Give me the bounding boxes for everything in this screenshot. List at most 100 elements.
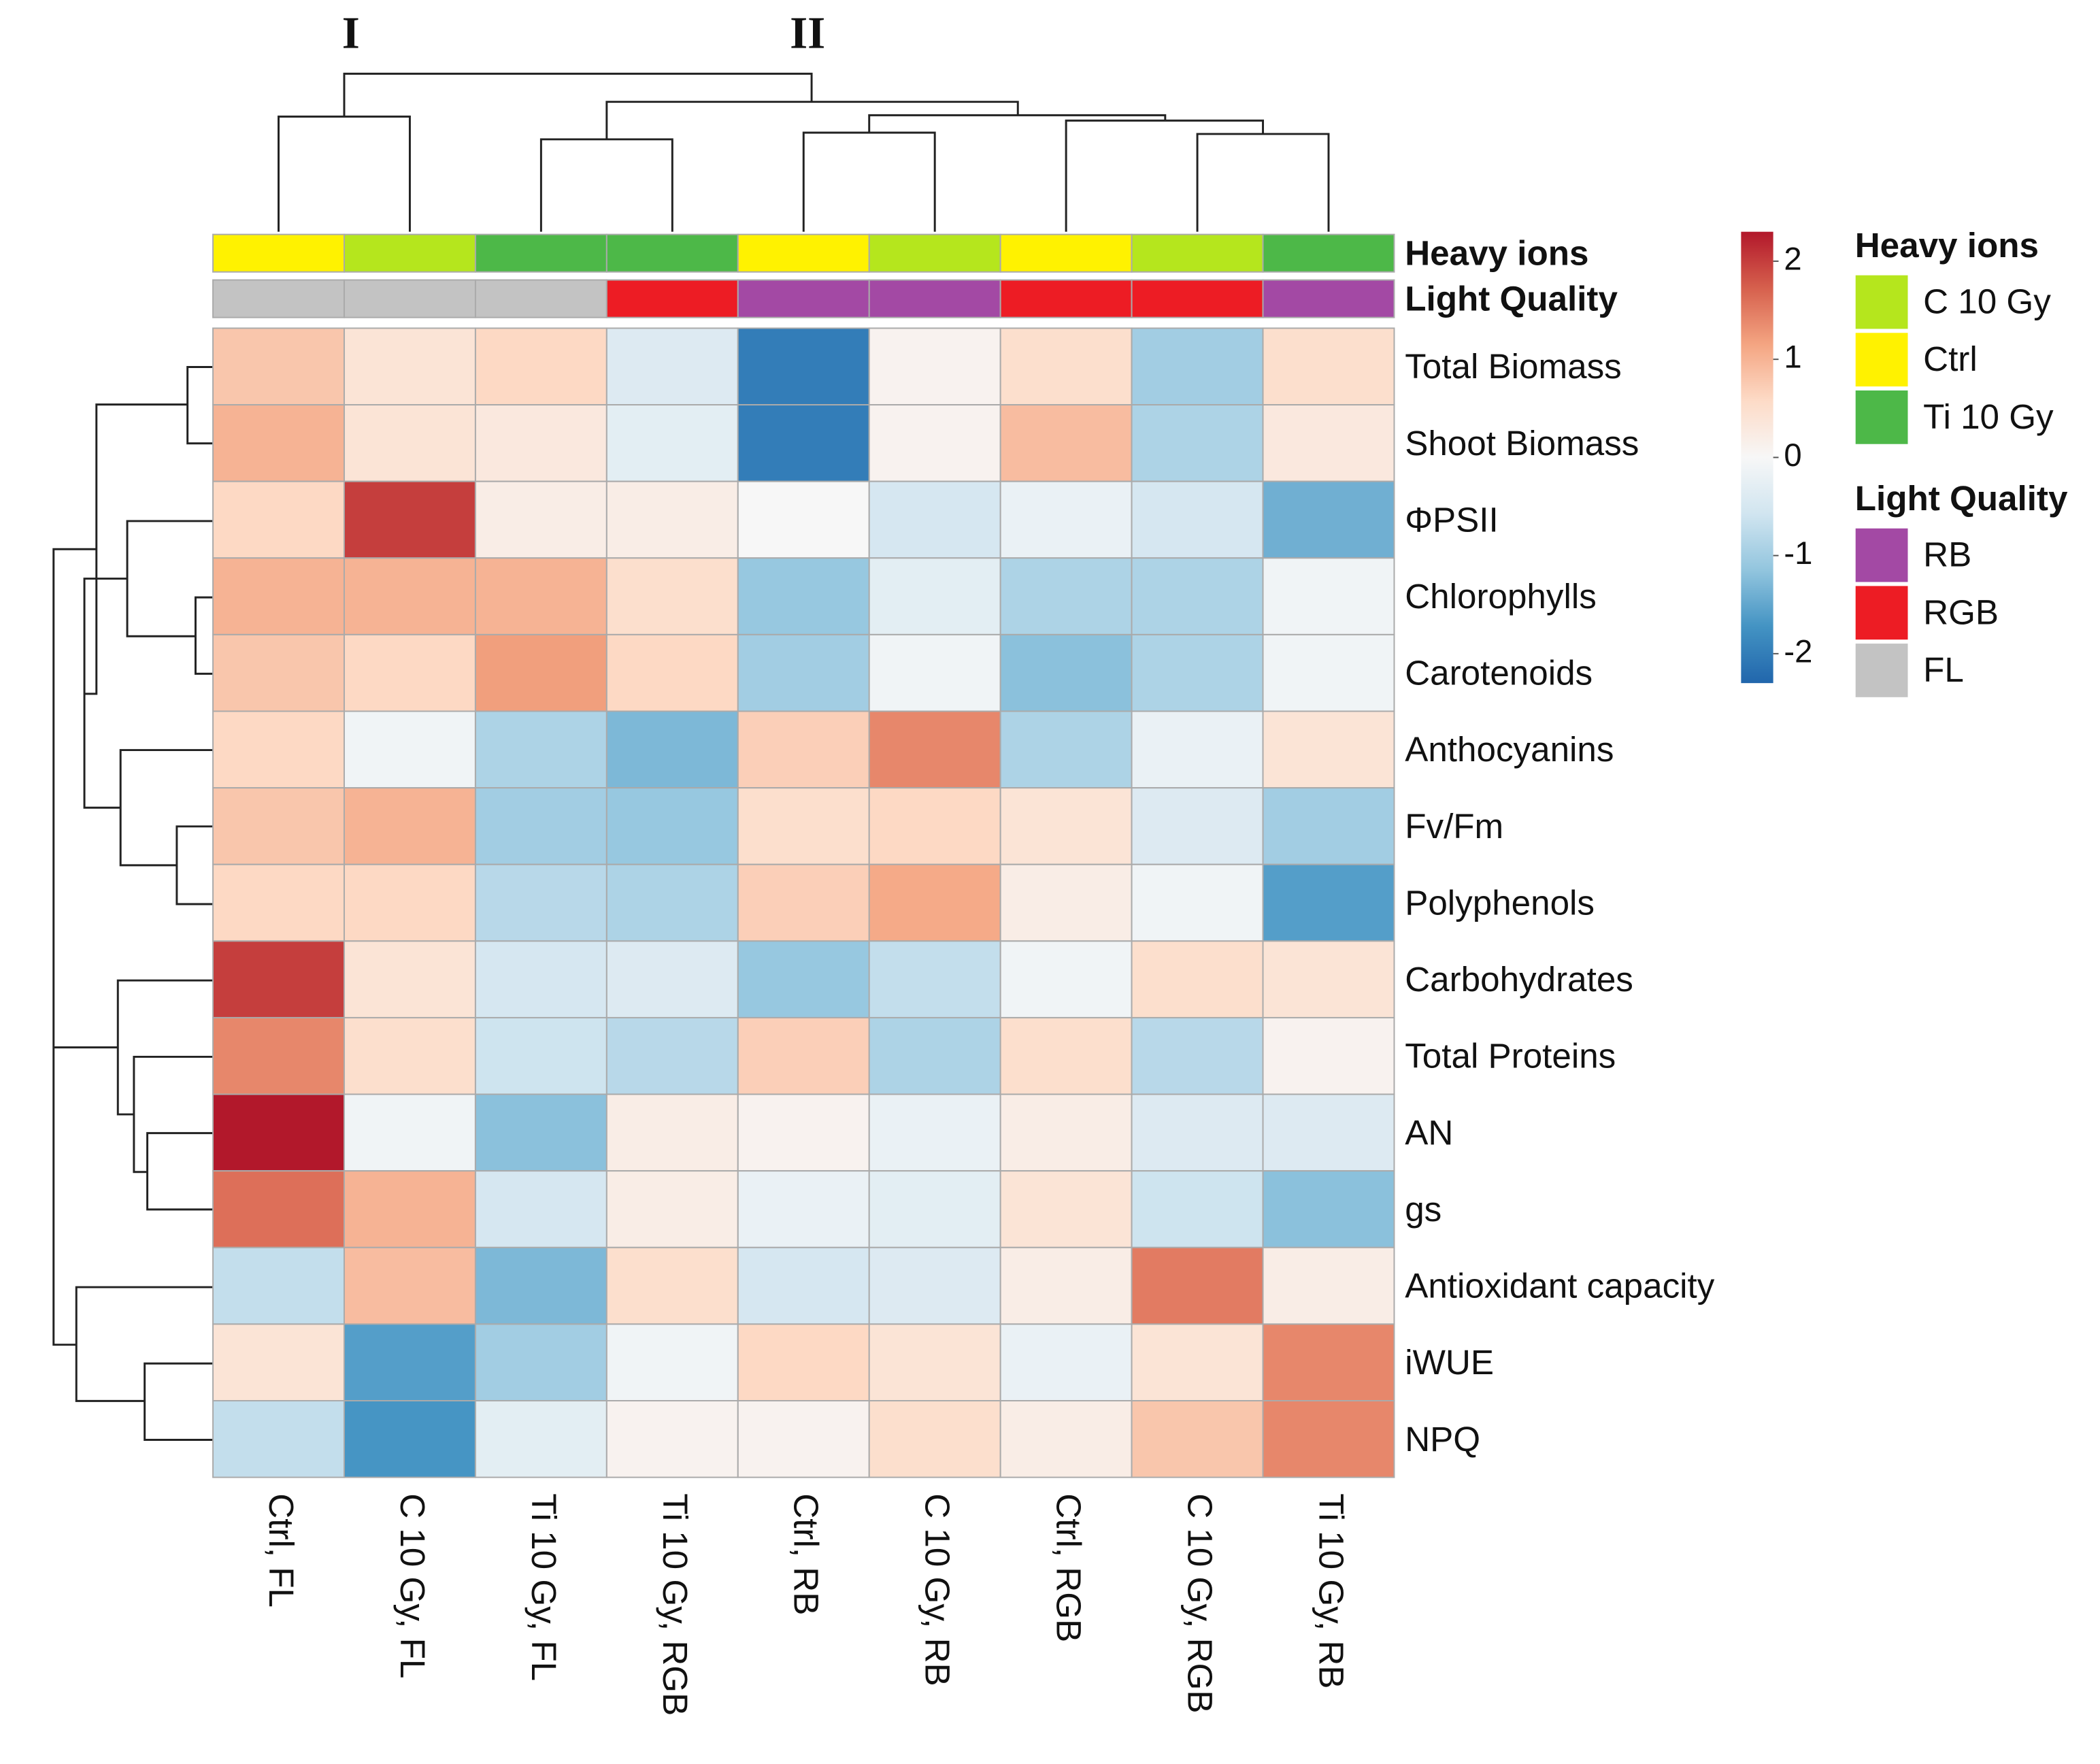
heatmap-cell xyxy=(212,787,345,865)
row-label: NPQ xyxy=(1405,1420,1480,1459)
color-bar-tick-label: -1 xyxy=(1784,535,1812,571)
heatmap-cell xyxy=(737,557,870,635)
heatmap-cell xyxy=(1262,327,1395,406)
color-bar xyxy=(1741,231,1773,684)
heatmap-cell xyxy=(343,327,476,406)
legend-label: RGB xyxy=(1923,593,1999,631)
column-label: C 10 Gy, FL xyxy=(393,1493,432,1678)
row-dendrogram xyxy=(52,366,214,1441)
heatmap-cell xyxy=(474,557,607,635)
heatmap-cell xyxy=(1131,863,1264,942)
annotation-cell xyxy=(999,279,1133,318)
heatmap-cell xyxy=(343,940,476,1018)
legend-label: Ctrl xyxy=(1923,339,1978,378)
heatmap-cell xyxy=(737,633,870,712)
heatmap-cell xyxy=(1262,480,1395,559)
heatmap-cell xyxy=(999,1093,1133,1172)
heatmap-cell xyxy=(1262,1246,1395,1325)
heatmap-cell xyxy=(1131,1323,1264,1401)
heatmap-cell xyxy=(1131,1016,1264,1095)
annotation-cell xyxy=(1262,233,1395,273)
heatmap-cell xyxy=(868,1170,1001,1248)
heatmap-cell xyxy=(1131,633,1264,712)
annotation-label: Heavy ions xyxy=(1405,234,1588,273)
heatmap-cell xyxy=(474,940,607,1018)
row-label: Total Proteins xyxy=(1405,1037,1616,1076)
heatmap-cell xyxy=(605,327,739,406)
legend-swatch xyxy=(1854,527,1910,584)
heatmap-cell xyxy=(1262,940,1395,1018)
heatmap-cell xyxy=(212,1170,345,1248)
heatmap-cell xyxy=(737,1170,870,1248)
heatmap-cell xyxy=(474,1323,607,1401)
heatmap-cell xyxy=(1262,1170,1395,1248)
heatmap-cell xyxy=(868,940,1001,1018)
heatmap-cell xyxy=(999,1170,1133,1248)
heatmap-cell xyxy=(605,1170,739,1248)
heatmap-cell xyxy=(737,1093,870,1172)
heatmap-cell xyxy=(868,557,1001,635)
column-label: Ctrl, RB xyxy=(787,1493,826,1615)
heatmap-cell xyxy=(737,940,870,1018)
legend-title: Heavy ions xyxy=(1855,226,2039,265)
heatmap-cell xyxy=(1262,710,1395,789)
heatmap-cell xyxy=(1262,404,1395,482)
heatmap-cell xyxy=(1131,940,1264,1018)
color-bar-tick-label: 2 xyxy=(1784,241,1801,277)
heatmap-cell xyxy=(1131,557,1264,635)
heatmap-cell xyxy=(868,863,1001,942)
heatmap-cell xyxy=(212,327,345,406)
annotation-cell xyxy=(474,233,607,273)
annotation-cell xyxy=(868,279,1001,318)
color-bar-tick-label: -2 xyxy=(1784,633,1812,669)
heatmap-cell xyxy=(1262,787,1395,865)
heatmap-cell xyxy=(474,710,607,789)
column-label: Ti 10 Gy, RGB xyxy=(656,1493,695,1716)
heatmap-cell xyxy=(343,404,476,482)
column-label: Ti 10 Gy, FL xyxy=(524,1493,563,1681)
heatmap-cell xyxy=(868,327,1001,406)
color-bar-tick-label: 1 xyxy=(1784,339,1801,376)
heatmap-cell xyxy=(1262,557,1395,635)
legend-label: FL xyxy=(1923,650,1964,689)
row-label: Total Biomass xyxy=(1405,347,1622,386)
heatmap-cell xyxy=(343,1170,476,1248)
heatmap-cell xyxy=(212,1400,345,1478)
heatmap-cell xyxy=(605,787,739,865)
heatmap-cell xyxy=(999,327,1133,406)
heatmap-cell xyxy=(212,633,345,712)
legend-swatch xyxy=(1854,273,1910,331)
heatmap-cell xyxy=(1131,787,1264,865)
heatmap-cell xyxy=(999,710,1133,789)
annotation-cell xyxy=(737,233,870,273)
heatmap-cell xyxy=(737,1400,870,1478)
heatmap-cell xyxy=(474,1093,607,1172)
heatmap-cell xyxy=(212,710,345,789)
row-label: gs xyxy=(1405,1190,1441,1229)
annotation-cell xyxy=(212,279,345,318)
heatmap-cell xyxy=(1131,1170,1264,1248)
heatmap-cell xyxy=(212,940,345,1018)
heatmap-cell xyxy=(999,633,1133,712)
heatmap-cell xyxy=(212,863,345,942)
row-label: Fv/Fm xyxy=(1405,807,1503,846)
row-label: Carbohydrates xyxy=(1405,960,1633,999)
column-label: C 10 Gy, RGB xyxy=(1181,1493,1220,1713)
legend-label: Ti 10 Gy xyxy=(1923,397,2054,436)
row-label: Antioxidant capacity xyxy=(1405,1267,1715,1305)
row-label: Shoot Biomass xyxy=(1405,424,1639,463)
heatmap-cell xyxy=(605,633,739,712)
heatmap-cell xyxy=(868,480,1001,559)
column-label: Ctrl, RGB xyxy=(1050,1493,1088,1642)
heatmap-cell xyxy=(343,787,476,865)
color-bar-tick-label: 0 xyxy=(1784,437,1801,473)
column-label: Ctrl, FL xyxy=(262,1493,301,1608)
heatmap-cell xyxy=(343,480,476,559)
heatmap-cell xyxy=(474,404,607,482)
heatmap-cell xyxy=(737,480,870,559)
heatmap-cell xyxy=(474,1016,607,1095)
column-label: C 10 Gy, RB xyxy=(918,1493,957,1686)
heatmap-cell xyxy=(605,1246,739,1325)
heatmap-cell xyxy=(474,1170,607,1248)
heatmap-cell xyxy=(605,1016,739,1095)
